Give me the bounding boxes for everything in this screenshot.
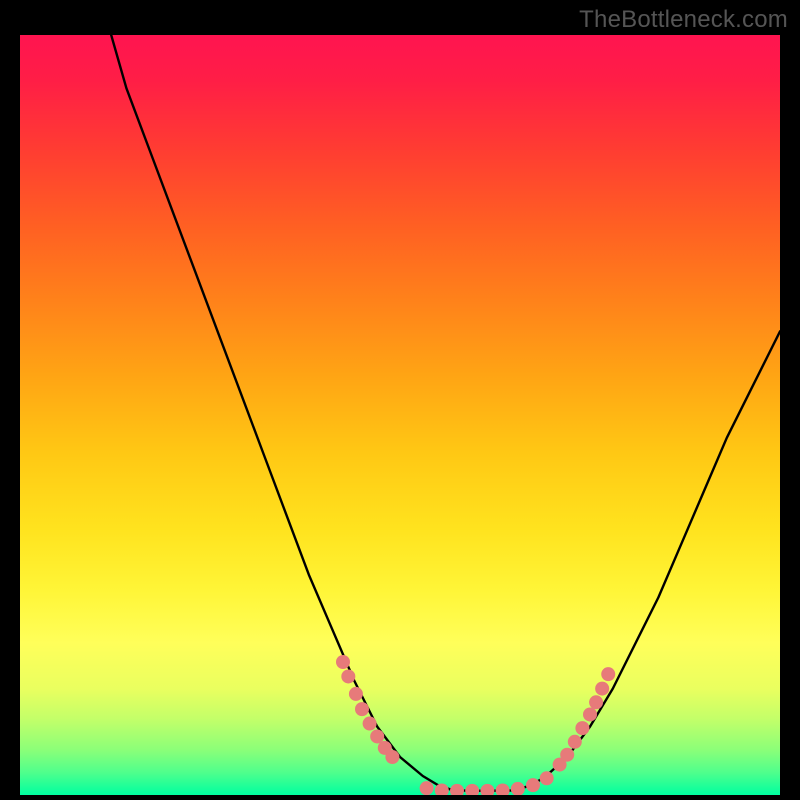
marker-point (575, 721, 589, 735)
marker-point (560, 748, 574, 762)
marker-point (450, 784, 464, 795)
marker-point (601, 667, 615, 681)
marker-point (420, 781, 434, 795)
marker-point (589, 695, 603, 709)
marker-point (341, 669, 355, 683)
marker-point (385, 750, 399, 764)
marker-point (568, 735, 582, 749)
marker-point (526, 778, 540, 792)
marker-point (336, 655, 350, 669)
plot-area (20, 35, 780, 795)
marker-point (363, 717, 377, 731)
watermark-text: TheBottleneck.com (579, 6, 788, 34)
marker-point (511, 782, 525, 795)
marker-point (465, 784, 479, 795)
figure-frame: TheBottleneck.com (0, 0, 800, 800)
marker-point (370, 729, 384, 743)
marker-point (349, 687, 363, 701)
marker-point (583, 707, 597, 721)
bottleneck-curve (20, 35, 780, 795)
marker-point (355, 702, 369, 716)
marker-point (480, 784, 494, 795)
marker-point (540, 771, 554, 785)
marker-point (496, 783, 510, 795)
marker-point (595, 682, 609, 696)
